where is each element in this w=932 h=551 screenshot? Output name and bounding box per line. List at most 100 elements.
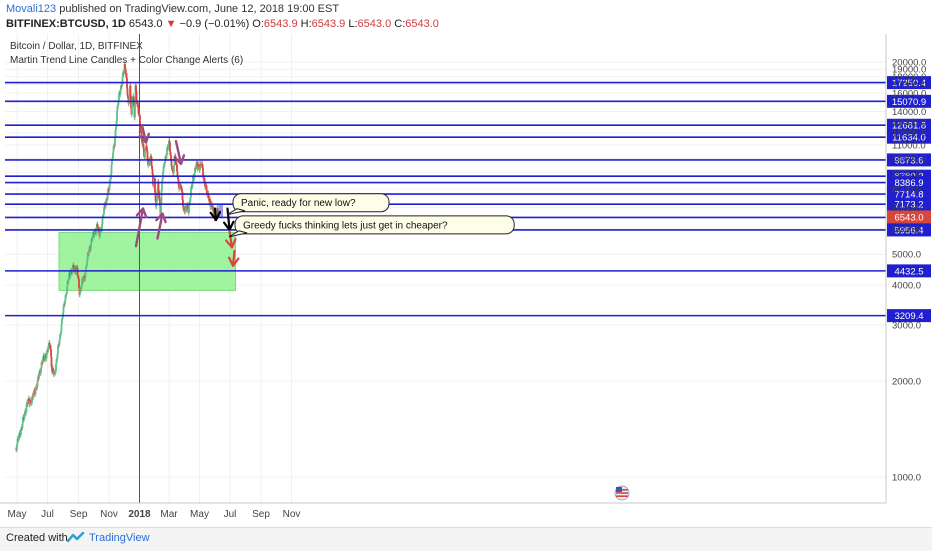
candle-body: [146, 151, 149, 160]
candle-body: [191, 186, 193, 188]
candle-body: [90, 243, 92, 250]
candle-body: [30, 400, 32, 404]
candle-body: [94, 230, 96, 234]
candle-body: [116, 105, 119, 111]
candle-body: [58, 344, 60, 346]
level-tag: [887, 176, 931, 190]
candle-body: [81, 279, 83, 286]
candle-body: [154, 178, 156, 193]
candle-body: [173, 165, 175, 172]
y-tick-label: 14000.0: [892, 107, 926, 118]
candle-body: [134, 103, 136, 118]
candle-body: [36, 379, 39, 387]
candle-body: [131, 100, 134, 105]
candle-body: [112, 146, 115, 153]
candle-body: [19, 434, 22, 436]
tradingview-brand-link[interactable]: TradingView: [89, 532, 150, 544]
open-label: O:: [252, 18, 264, 30]
candle-body: [75, 267, 78, 272]
candle-body: [171, 166, 173, 170]
candle-body: [22, 417, 25, 419]
candle-body: [28, 398, 30, 402]
candle-body: [116, 110, 118, 122]
callout-text: Panic, ready for new low?: [241, 198, 356, 209]
candle-body: [194, 168, 196, 173]
level-tag: [887, 118, 931, 132]
candle-body: [166, 148, 168, 156]
y-tick-label: 20000.0: [892, 58, 926, 69]
candle-body: [191, 182, 194, 187]
candle-body: [194, 168, 197, 170]
candle-body: [143, 148, 145, 156]
x-tick-label: May: [190, 509, 209, 520]
candle-body: [43, 359, 46, 361]
candle-body: [121, 84, 123, 87]
candle-body: [205, 185, 208, 191]
candle-body: [59, 334, 62, 336]
candle-body: [98, 229, 101, 237]
candle-body: [179, 184, 181, 188]
candle-body: [123, 70, 125, 74]
y-tick-label: 8000.0: [892, 185, 921, 196]
candle-body: [42, 357, 44, 363]
candle-body: [138, 113, 140, 115]
quote-line: BITFINEX:BTCUSD, 1D 6543.0 ▼ −0.9 (−0.01…: [6, 18, 439, 30]
candle-body: [193, 172, 196, 179]
candle-body: [144, 150, 146, 158]
level-tag: [887, 309, 931, 323]
candle-body: [64, 300, 66, 305]
candle-body: [115, 121, 118, 127]
candle-body: [85, 266, 87, 272]
candle-body: [16, 438, 19, 445]
x-tick-label: Jul: [41, 509, 54, 520]
candle-body: [198, 164, 200, 167]
candle-body: [109, 178, 112, 180]
candle-body: [184, 206, 187, 211]
candle-body: [168, 140, 171, 143]
candle-body: [47, 345, 50, 351]
candle-body: [161, 179, 164, 181]
candle-body: [129, 85, 132, 96]
candle-body: [48, 342, 51, 346]
level-tag: [887, 94, 931, 108]
candle-body: [199, 166, 201, 171]
candle-body: [16, 444, 18, 450]
candle-body: [91, 238, 93, 240]
annotation-arrow: [174, 140, 183, 166]
candle-body: [131, 104, 133, 115]
candle-body: [105, 200, 107, 206]
footer-bar: Created with TradingView: [0, 527, 932, 551]
candle-body: [90, 238, 93, 244]
candle-body: [47, 350, 49, 352]
last-price-tag: [887, 210, 931, 224]
x-tick-label: May: [8, 509, 27, 520]
candle-body: [139, 124, 142, 131]
level-label: 8386.9: [894, 178, 923, 189]
candle-body: [20, 428, 22, 435]
candle-body: [118, 93, 120, 101]
x-tick-label: Sep: [252, 509, 270, 520]
candle-body: [52, 370, 55, 375]
price-chart[interactable]: 17250.415070.912681.811634.09873.68780.2…: [0, 34, 932, 527]
candle-body: [83, 275, 86, 280]
candle-body: [75, 271, 77, 273]
candle-body: [67, 279, 70, 282]
x-tick-label: Nov: [100, 509, 118, 520]
author-link[interactable]: Movali123: [6, 3, 57, 15]
candle-body: [64, 295, 67, 301]
y-tick-label: 2000.0: [892, 377, 921, 388]
candle-body: [74, 267, 76, 269]
candle-body: [149, 160, 151, 164]
candle-body: [153, 179, 155, 185]
price-axis: 1000.0 2000.0 3000.0 4000.0 5000.0 6000.0 7000…: [885, 34, 926, 503]
candle-body: [67, 281, 69, 283]
level-label: 7714.8: [894, 190, 923, 201]
candle-body: [181, 189, 183, 192]
candle-body: [56, 358, 58, 360]
tradingview-logo-icon[interactable]: [67, 531, 85, 545]
candle-body: [50, 349, 52, 357]
x-tick-label: Nov: [283, 509, 301, 520]
candle-body: [79, 289, 81, 295]
candle-body: [76, 267, 78, 269]
candle-body: [32, 394, 35, 398]
